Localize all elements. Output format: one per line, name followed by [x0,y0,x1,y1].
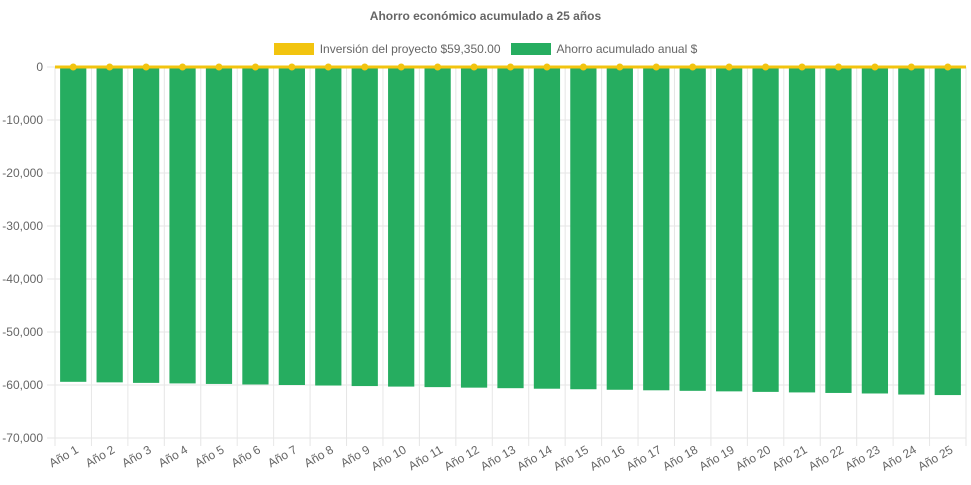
x-tick-label: Año 2 [83,442,117,470]
x-tick-label: Año 25 [915,442,955,473]
bar-1[interactable] [60,67,87,382]
bar-24[interactable] [898,67,925,395]
legend-item-savings[interactable]: Ahorro acumulado anual $ [510,42,698,56]
y-tick-label: -30,000 [2,219,43,233]
investment-point-2[interactable] [106,63,114,71]
bar-12[interactable] [460,67,488,388]
investment-point-6[interactable] [251,63,259,71]
x-tick-label: Año 24 [879,442,919,473]
legend-item-investment[interactable]: Inversión del proyecto $59,350.00 [273,42,501,56]
investment-point-4[interactable] [179,63,187,71]
investment-point-10[interactable] [397,63,405,71]
y-tick-label: -40,000 [2,272,43,286]
x-tick-label: Año 8 [302,442,336,470]
x-tick-label: Año 14 [514,442,554,473]
legend-label-savings: Ahorro acumulado anual $ [556,42,698,56]
x-tick-label: Año 5 [192,442,226,470]
bar-2[interactable] [96,67,123,383]
x-tick-label: Año 16 [587,442,627,473]
chart-title: Ahorro económico acumulado a 25 años [369,9,602,23]
bar-19[interactable] [716,67,743,392]
investment-point-22[interactable] [834,63,842,71]
bar-14[interactable] [533,67,561,389]
x-tick-label: Año 12 [442,442,482,473]
x-tick-label: Año 21 [770,442,810,473]
x-tick-label: Año 13 [478,442,518,473]
x-tick-label: Año 18 [660,442,700,473]
y-tick-label: -70,000 [2,431,43,445]
bar-4[interactable] [169,67,196,384]
bar-7[interactable] [278,67,305,385]
x-tick-label: Año 4 [156,442,190,470]
bar-15[interactable] [570,67,597,390]
bar-16[interactable] [606,67,633,390]
investment-point-21[interactable] [798,63,806,71]
bar-3[interactable] [132,67,160,383]
x-tick-label: Año 17 [624,442,664,473]
investment-point-23[interactable] [871,63,879,71]
legend-label-investment: Inversión del proyecto $59,350.00 [319,42,501,56]
x-tick-label: Año 19 [697,442,737,473]
investment-point-20[interactable] [762,63,770,71]
y-tick-label: -60,000 [2,378,43,392]
x-tick-label: Año 15 [551,442,591,473]
investment-point-16[interactable] [616,63,624,71]
investment-point-7[interactable] [288,63,296,71]
y-tick-label: 0 [36,60,43,74]
bar-5[interactable] [205,67,233,384]
investment-point-8[interactable] [324,63,332,71]
investment-point-11[interactable] [434,63,442,71]
y-tick-label: -20,000 [2,166,43,180]
investment-point-5[interactable] [215,63,223,71]
investment-point-14[interactable] [543,63,551,71]
x-tick-label: Año 1 [47,442,81,470]
bar-13[interactable] [497,67,524,389]
bar-10[interactable] [388,67,415,387]
x-tick-label: Año 6 [229,442,263,470]
bar-22[interactable] [825,67,852,393]
bar-11[interactable] [424,67,451,388]
bar-9[interactable] [351,67,378,387]
bar-21[interactable] [788,67,816,393]
bar-8[interactable] [315,67,342,386]
x-tick-label: Año 11 [406,442,445,473]
y-tick-label: -50,000 [2,325,43,339]
investment-point-19[interactable] [725,63,733,71]
bar-18[interactable] [679,67,706,391]
x-tick-label: Año 22 [806,442,846,473]
investment-point-25[interactable] [944,63,952,71]
legend: Inversión del proyecto $59,350.00 Ahorro… [0,42,971,56]
x-tick-label: Año 23 [842,442,882,473]
y-tick-label: -10,000 [2,113,43,127]
investment-point-18[interactable] [689,63,697,71]
investment-point-15[interactable] [579,63,587,71]
legend-swatch-savings [510,43,551,55]
investment-point-13[interactable] [507,63,514,71]
x-tick-label: Año 10 [369,442,409,473]
x-tick-label: Año 20 [733,442,773,473]
bar-20[interactable] [752,67,779,392]
investment-point-9[interactable] [361,63,369,71]
bar-6[interactable] [242,67,269,385]
x-tick-label: Año 9 [338,442,372,470]
x-tick-label: Año 3 [119,442,153,470]
x-tick-label: Año 7 [265,442,299,470]
investment-point-1[interactable] [69,63,77,71]
bar-23[interactable] [861,67,889,394]
investment-point-12[interactable] [470,63,478,71]
investment-point-24[interactable] [907,63,915,71]
bar-25[interactable] [934,67,961,396]
legend-swatch-investment [273,43,314,55]
investment-point-3[interactable] [142,63,150,71]
investment-point-17[interactable] [652,63,660,71]
bar-17[interactable] [643,67,670,391]
